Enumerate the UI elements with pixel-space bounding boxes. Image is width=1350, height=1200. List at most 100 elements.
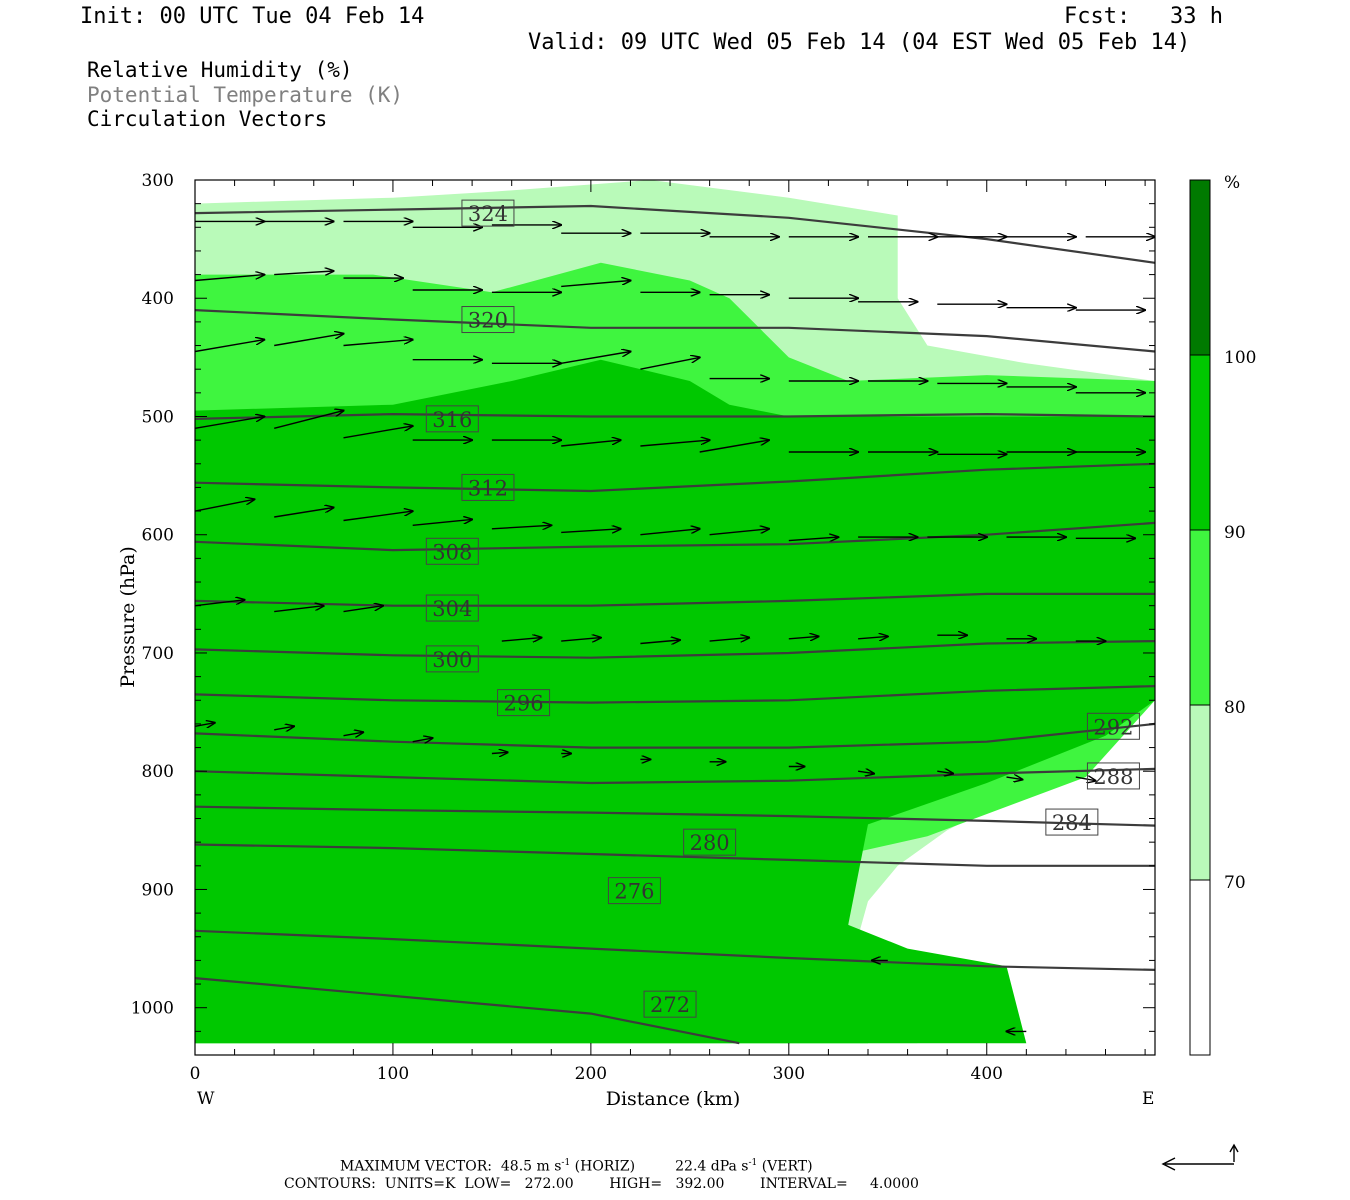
circulation-vector [788,537,839,541]
x-tick-label: 300 [773,1064,805,1084]
contour-label-308: 308 [432,540,472,564]
x-tick-label: 0 [190,1064,201,1084]
circulation-vector [412,738,433,742]
circulation-vector [709,638,750,642]
circulation-vector [561,281,630,288]
theta-contour-292 [195,722,1155,749]
y-axis-label: Pressure (hPa) [117,546,139,688]
colorbar-segment [1189,704,1211,881]
theta-contour-272 [195,977,740,1045]
theta-contour-288 [195,767,1155,785]
circulation-vector [195,723,215,727]
colorbar-level-label: 100 [1224,348,1256,368]
circulation-vector [195,499,254,512]
colorbar-segment [1189,529,1211,706]
circulation-vector [491,752,508,753]
theta-contour-276 [195,929,1155,971]
legend-circulation-vectors: Circulation Vectors [87,107,328,131]
circulation-vector [561,529,620,533]
circulation-vector [1075,777,1096,781]
contour-label-316: 316 [432,408,472,432]
theta-contour-layer [195,204,1155,1045]
circulation-vector [640,529,699,536]
colorbar-segment [1189,879,1211,1056]
theta-contour-280 [195,843,1155,867]
circulation-vector [561,440,620,447]
theta-contour-324 [195,204,1155,264]
colorbar-level-label: 80 [1224,698,1246,718]
legend-potential-temperature: Potential Temperature (K) [87,83,404,107]
circulation-vector [343,426,413,439]
contour-label-300: 300 [432,648,472,672]
circulation-vector [640,640,680,644]
x-tick-label: 100 [377,1064,409,1084]
circulation-vector [274,508,333,518]
circulation-vector [274,606,324,613]
circulation-vector [937,771,953,773]
theta-contour-296 [195,685,1155,704]
y-tick-label: 700 [142,644,174,664]
init-label: Init: 00 UTC Tue 04 Feb 14 [80,4,425,29]
circulation-vector [343,732,364,736]
contour-label-box-280 [683,828,737,856]
y-tick-label: 900 [142,880,174,900]
circulation-vector [343,606,384,613]
circulation-vector [699,440,769,453]
circulation-vector [274,411,343,429]
contour-label-272: 272 [650,993,690,1017]
y-tick-label: 600 [142,526,174,546]
circulation-vector [195,340,264,353]
vector-layer [195,221,1155,1031]
legend-relative-humidity: Relative Humidity (%) [87,58,353,82]
circulation-vector [709,529,769,536]
valid-time-label: Valid: 09 UTC Wed 05 Feb 14 (04 EST Wed … [528,30,1191,55]
footer-contour-info: CONTOURS: UNITS=K LOW= 272.00 HIGH= 392.… [284,1176,919,1192]
colorbar-level-label: 70 [1224,873,1246,893]
plot-frame [194,179,1156,1056]
y-tick-label: 500 [142,407,174,427]
footer-maximum-vector: MAXIMUM VECTOR: 48.5 m s-1 (HORIZ) 22.4 … [340,1158,813,1175]
y-tick-label: 1000 [131,999,174,1019]
axis-tick-layer: 0 100 200 300 400 300 400 500 600 700 800 900 1000 [131,171,1155,1084]
contour-label-292: 292 [1093,715,1133,739]
west-label: W [197,1089,215,1109]
circulation-vector [195,275,264,282]
contour-label-280: 280 [690,831,730,855]
contour-label-288: 288 [1093,765,1133,789]
circulation-vector [274,271,333,275]
contour-label-box-276 [607,877,661,905]
contour-label-box-272 [643,990,697,1018]
contour-label-284: 284 [1052,811,1092,835]
contour-label-box-304 [425,594,479,622]
theta-contour-320 [195,309,1155,353]
circulation-vector [195,600,245,607]
y-tick-label: 400 [142,289,174,309]
x-tick-label: 200 [575,1064,607,1084]
x-tick-label: 400 [971,1064,1003,1084]
circulation-vector [640,357,699,370]
contour-label-box-284 [1045,808,1099,836]
circulation-vector [788,636,819,638]
contour-label-304: 304 [432,597,472,621]
contour-label-box-324 [461,199,515,227]
humidity-fill-layer [195,180,1155,1044]
theta-contour-284 [195,805,1155,827]
circulation-vector [274,334,343,347]
colorbar-level-label: 90 [1224,523,1246,543]
contour-label-276: 276 [614,880,654,904]
contour-label-320: 320 [468,309,508,333]
y-tick-label: 800 [142,762,174,782]
contour-label-box-316 [425,405,479,433]
contour-label-box-312 [461,473,515,501]
colorbar: 100 90 80 70 [1189,179,1256,1056]
circulation-vector [274,726,294,730]
circulation-vector [491,525,551,529]
contour-label-box-296 [497,689,551,717]
contour-label-box-292 [1086,712,1140,740]
circulation-vector [561,352,630,364]
x-axis-label: Distance (km) [606,1088,741,1110]
colorbar-segment [1189,179,1211,356]
forecast-hour-label: Fcst: 33 h [1064,4,1223,29]
